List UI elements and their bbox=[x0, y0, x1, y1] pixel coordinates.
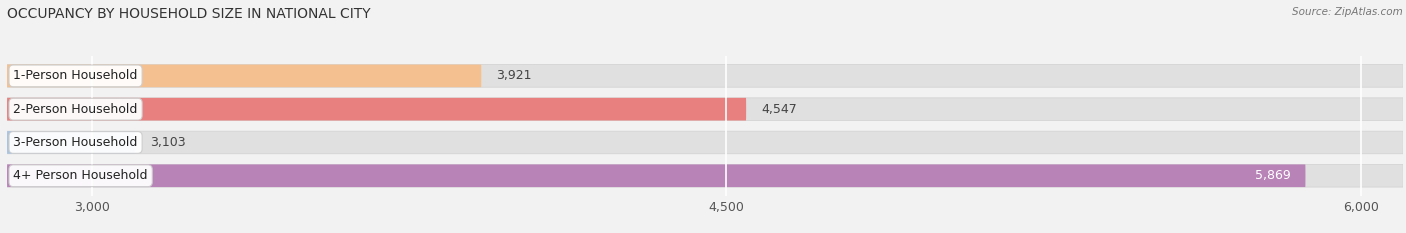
Text: 3,921: 3,921 bbox=[496, 69, 531, 82]
Text: 5,869: 5,869 bbox=[1256, 169, 1291, 182]
FancyBboxPatch shape bbox=[7, 98, 1403, 120]
FancyBboxPatch shape bbox=[7, 98, 747, 120]
FancyBboxPatch shape bbox=[7, 131, 1403, 154]
Text: 2-Person Household: 2-Person Household bbox=[14, 103, 138, 116]
Text: 4,547: 4,547 bbox=[761, 103, 797, 116]
Text: 1-Person Household: 1-Person Household bbox=[14, 69, 138, 82]
Text: 3-Person Household: 3-Person Household bbox=[14, 136, 138, 149]
FancyBboxPatch shape bbox=[7, 65, 481, 87]
Text: 4+ Person Household: 4+ Person Household bbox=[14, 169, 148, 182]
Text: Source: ZipAtlas.com: Source: ZipAtlas.com bbox=[1292, 7, 1403, 17]
Text: OCCUPANCY BY HOUSEHOLD SIZE IN NATIONAL CITY: OCCUPANCY BY HOUSEHOLD SIZE IN NATIONAL … bbox=[7, 7, 371, 21]
FancyBboxPatch shape bbox=[7, 164, 1305, 187]
Text: 3,103: 3,103 bbox=[150, 136, 186, 149]
FancyBboxPatch shape bbox=[7, 164, 1403, 187]
FancyBboxPatch shape bbox=[7, 131, 135, 154]
FancyBboxPatch shape bbox=[7, 65, 1403, 87]
